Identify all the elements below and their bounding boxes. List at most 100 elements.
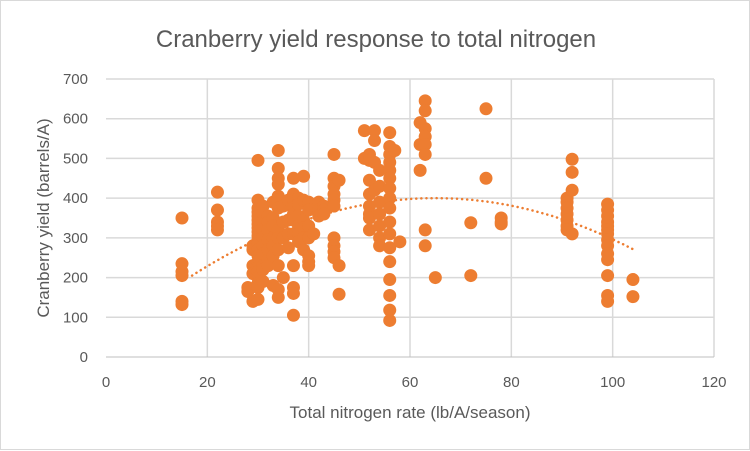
y-tick-label: 700	[63, 71, 88, 88]
data-point	[332, 259, 346, 273]
data-point	[464, 216, 478, 230]
gridlines	[106, 78, 715, 357]
y-axis-label: Cranberry yield (barrels/A)	[34, 118, 53, 317]
data-point	[601, 269, 615, 283]
data-point	[373, 207, 387, 221]
data-point	[479, 102, 493, 116]
data-point	[418, 104, 432, 118]
data-point	[393, 235, 407, 249]
x-tick-label: 80	[503, 374, 520, 391]
data-point	[418, 94, 432, 108]
data-point	[383, 201, 397, 215]
data-point	[383, 227, 397, 241]
data-point	[286, 308, 300, 322]
data-point	[383, 288, 397, 302]
data-point	[297, 169, 311, 183]
data-point	[286, 171, 300, 185]
data-point	[388, 143, 402, 157]
data-point	[175, 269, 189, 283]
data-point	[368, 134, 382, 148]
data-point	[332, 287, 346, 301]
data-points	[175, 94, 640, 327]
data-point	[271, 161, 285, 175]
data-point	[383, 171, 397, 185]
data-point	[373, 195, 387, 209]
data-point	[494, 217, 508, 231]
data-point	[626, 290, 640, 304]
data-point	[302, 203, 316, 217]
data-point	[271, 290, 285, 304]
y-tick-label: 500	[63, 150, 88, 167]
data-point	[332, 173, 346, 187]
data-point	[307, 227, 321, 241]
y-tick-label: 600	[63, 111, 88, 128]
data-point	[383, 303, 397, 317]
data-point	[175, 298, 189, 312]
data-point	[418, 138, 432, 152]
data-point	[383, 241, 397, 255]
data-point	[251, 292, 265, 306]
data-point	[261, 259, 275, 273]
data-point	[565, 165, 579, 179]
data-point	[383, 181, 397, 195]
data-point	[317, 207, 331, 221]
data-point	[362, 173, 376, 187]
data-point	[383, 313, 397, 327]
x-tick-label: 100	[600, 374, 625, 391]
x-tick-label: 40	[300, 374, 317, 391]
data-point	[175, 211, 189, 225]
x-axis-label: Total nitrogen rate (lb/A/season)	[290, 403, 531, 422]
data-point	[362, 211, 376, 225]
data-point	[286, 286, 300, 300]
y-axis-ticks: 0 100 200 300 400 500 600 700	[63, 71, 88, 366]
data-point	[210, 203, 224, 217]
data-point	[271, 243, 285, 257]
chart-title: Cranberry yield response to total nitrog…	[156, 26, 596, 53]
y-tick-label: 300	[63, 230, 88, 247]
data-point	[210, 185, 224, 199]
data-point	[601, 294, 615, 308]
data-point	[383, 215, 397, 229]
data-point	[327, 199, 341, 213]
data-point	[383, 255, 397, 269]
data-point	[479, 171, 493, 185]
x-tick-label: 0	[102, 374, 110, 391]
data-point	[565, 227, 579, 241]
data-point	[383, 191, 397, 205]
data-point	[626, 273, 640, 287]
data-point	[271, 259, 285, 273]
data-point	[601, 253, 615, 267]
data-point	[362, 223, 376, 237]
data-point	[464, 269, 478, 283]
data-point	[383, 126, 397, 140]
data-point	[276, 271, 290, 285]
x-axis-ticks: 0 20 40 60 80 100 120	[102, 374, 727, 391]
data-point	[210, 223, 224, 237]
data-point	[286, 259, 300, 273]
data-point	[271, 143, 285, 157]
x-tick-label: 20	[199, 374, 216, 391]
data-point	[373, 219, 387, 233]
data-point	[428, 271, 442, 285]
y-tick-label: 100	[63, 309, 88, 326]
data-point	[281, 241, 295, 255]
data-point	[251, 153, 265, 167]
data-point	[327, 147, 341, 161]
data-point	[565, 183, 579, 197]
data-point	[368, 124, 382, 138]
y-tick-label: 0	[80, 349, 88, 366]
data-point	[373, 179, 387, 193]
x-tick-label: 60	[402, 374, 419, 391]
y-tick-label: 200	[63, 270, 88, 287]
data-point	[383, 273, 397, 287]
data-point	[418, 223, 432, 237]
data-point	[565, 152, 579, 166]
data-point	[418, 239, 432, 253]
data-point	[418, 147, 432, 161]
x-tick-label: 120	[701, 374, 726, 391]
data-point	[271, 177, 285, 191]
data-point	[373, 239, 387, 253]
data-point	[413, 163, 427, 177]
